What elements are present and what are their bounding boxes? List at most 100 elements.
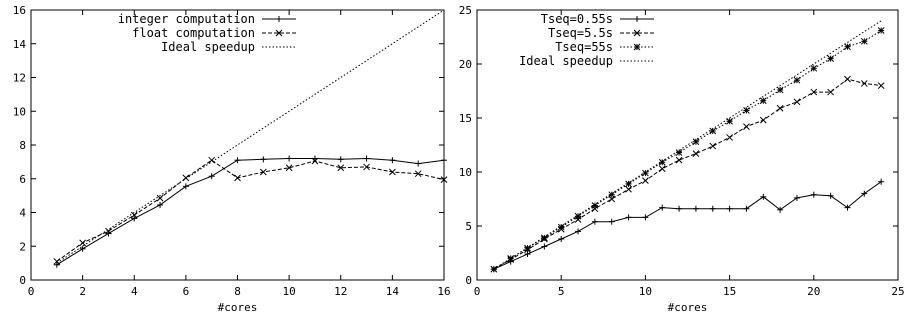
legend-entry: Tseq=0.55s bbox=[541, 12, 654, 26]
data-point bbox=[726, 134, 733, 141]
legend-label: Tseq=5.5s bbox=[548, 26, 613, 40]
y-tick-label: 16 bbox=[13, 4, 26, 17]
x-tick-label: 10 bbox=[639, 285, 652, 298]
data-point bbox=[658, 158, 666, 166]
x-tick-label: 5 bbox=[558, 285, 565, 298]
y-tick-label: 10 bbox=[459, 166, 472, 179]
data-point bbox=[234, 157, 241, 164]
data-point bbox=[260, 156, 267, 163]
legend-marker bbox=[276, 16, 282, 22]
data-point bbox=[130, 211, 138, 219]
data-point bbox=[793, 98, 801, 106]
x-tick-label: 20 bbox=[807, 285, 820, 298]
data-point bbox=[105, 227, 112, 235]
legend-label: integer computation bbox=[118, 12, 255, 26]
data-point bbox=[793, 194, 800, 201]
data-point bbox=[79, 245, 86, 252]
y-tick-label: 25 bbox=[459, 4, 472, 17]
legend-entry: Ideal speedup bbox=[161, 40, 296, 54]
data-point bbox=[575, 228, 582, 235]
data-point bbox=[541, 234, 548, 242]
data-point bbox=[591, 205, 599, 213]
data-point bbox=[827, 88, 834, 96]
data-point bbox=[878, 178, 885, 185]
data-point bbox=[676, 205, 683, 212]
data-point bbox=[709, 205, 716, 212]
data-point bbox=[591, 218, 598, 225]
data-point bbox=[363, 163, 370, 171]
y-tick-label: 12 bbox=[13, 72, 26, 85]
legend-label: Ideal speedup bbox=[161, 40, 255, 54]
y-tick-label: 14 bbox=[13, 38, 27, 51]
data-point bbox=[337, 164, 345, 172]
data-point bbox=[414, 170, 422, 178]
left-chart-panel: 0 2 4 6 8 10 12 14 16 0 2 4 6 8 10 12 14 16 #cores integer … bbox=[13, 4, 451, 314]
y-tick-label: 2 bbox=[19, 240, 26, 253]
data-point bbox=[541, 243, 548, 250]
data-point bbox=[625, 185, 632, 193]
data-point bbox=[760, 193, 767, 200]
data-point bbox=[507, 255, 515, 262]
data-point bbox=[642, 177, 649, 184]
data-point bbox=[157, 201, 164, 208]
data-point bbox=[156, 194, 164, 202]
data-point bbox=[810, 88, 818, 96]
data-point bbox=[810, 191, 817, 198]
series-line bbox=[56, 9, 445, 264]
x-tick-label: 0 bbox=[28, 285, 35, 298]
legend-entry: Tseq=55s bbox=[555, 40, 654, 54]
x-tick-label: 6 bbox=[183, 285, 190, 298]
legend-label: Tseq=55s bbox=[555, 40, 613, 54]
x-tick-label: 10 bbox=[283, 285, 296, 298]
data-point bbox=[861, 190, 868, 197]
series-tseq-5-5s bbox=[490, 75, 885, 273]
y-tick-label: 15 bbox=[459, 112, 472, 125]
legend-marker bbox=[275, 29, 283, 37]
data-point bbox=[389, 157, 396, 164]
legend-entry: integer computation bbox=[118, 12, 296, 26]
data-point bbox=[675, 149, 683, 156]
data-point bbox=[759, 116, 767, 124]
data-point bbox=[759, 97, 767, 105]
data-point bbox=[844, 75, 851, 83]
data-point bbox=[776, 104, 784, 112]
data-point bbox=[743, 205, 750, 212]
series-line bbox=[493, 78, 882, 270]
data-point bbox=[574, 216, 582, 223]
data-point bbox=[726, 205, 733, 212]
y-tick-label: 10 bbox=[13, 105, 26, 118]
data-point bbox=[776, 86, 784, 94]
legend-entry: float computation bbox=[132, 26, 296, 40]
series-tseq-0-55s bbox=[490, 178, 885, 273]
data-point bbox=[524, 251, 531, 258]
data-point bbox=[286, 155, 293, 162]
y-tick-label: 4 bbox=[19, 207, 26, 220]
data-point bbox=[389, 168, 396, 176]
series-integer-computation bbox=[53, 155, 447, 268]
data-point bbox=[208, 156, 216, 164]
legend-marker bbox=[633, 43, 641, 51]
data-point bbox=[692, 205, 699, 212]
data-point bbox=[311, 157, 319, 165]
data-point bbox=[844, 204, 851, 211]
data-point bbox=[441, 157, 447, 164]
x-tick-label: 15 bbox=[723, 285, 736, 298]
legend-marker bbox=[633, 29, 641, 37]
x-tick-label: 8 bbox=[234, 285, 241, 298]
legend-entry: Ideal speedup bbox=[519, 54, 654, 68]
legend-label: Ideal speedup bbox=[519, 54, 613, 68]
y-tick-label: 0 bbox=[19, 274, 26, 287]
legend-label: Tseq=0.55s bbox=[541, 12, 613, 26]
data-point bbox=[625, 214, 632, 221]
data-point bbox=[363, 155, 370, 162]
right-chart-panel: 0 5 10 15 20 250510152025#coresTseq=0.55sTseq… bbox=[459, 4, 905, 314]
data-point bbox=[259, 168, 267, 176]
data-point bbox=[709, 127, 717, 135]
x-tick-label: 12 bbox=[334, 285, 347, 298]
data-point bbox=[440, 176, 448, 183]
data-point bbox=[208, 173, 215, 180]
series-line bbox=[56, 159, 445, 262]
y-tick-label: 0 bbox=[465, 274, 472, 287]
data-point bbox=[860, 80, 868, 87]
